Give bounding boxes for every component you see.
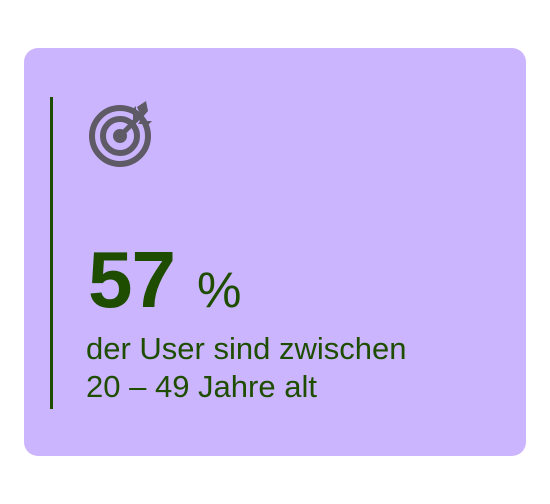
stat-value: 57%: [88, 240, 241, 320]
stat-unit: %: [196, 262, 242, 318]
target-icon: [86, 97, 156, 167]
caption-line-2: 20 – 49 Jahre alt: [86, 369, 317, 404]
caption-line-1: der User sind zwischen: [86, 331, 407, 366]
stat-number: 57: [88, 235, 176, 324]
stat-card: 57% der User sind zwischen 20 – 49 Jahre…: [24, 48, 526, 456]
stat-caption: der User sind zwischen 20 – 49 Jahre alt: [86, 330, 506, 406]
accent-line: [50, 97, 53, 409]
